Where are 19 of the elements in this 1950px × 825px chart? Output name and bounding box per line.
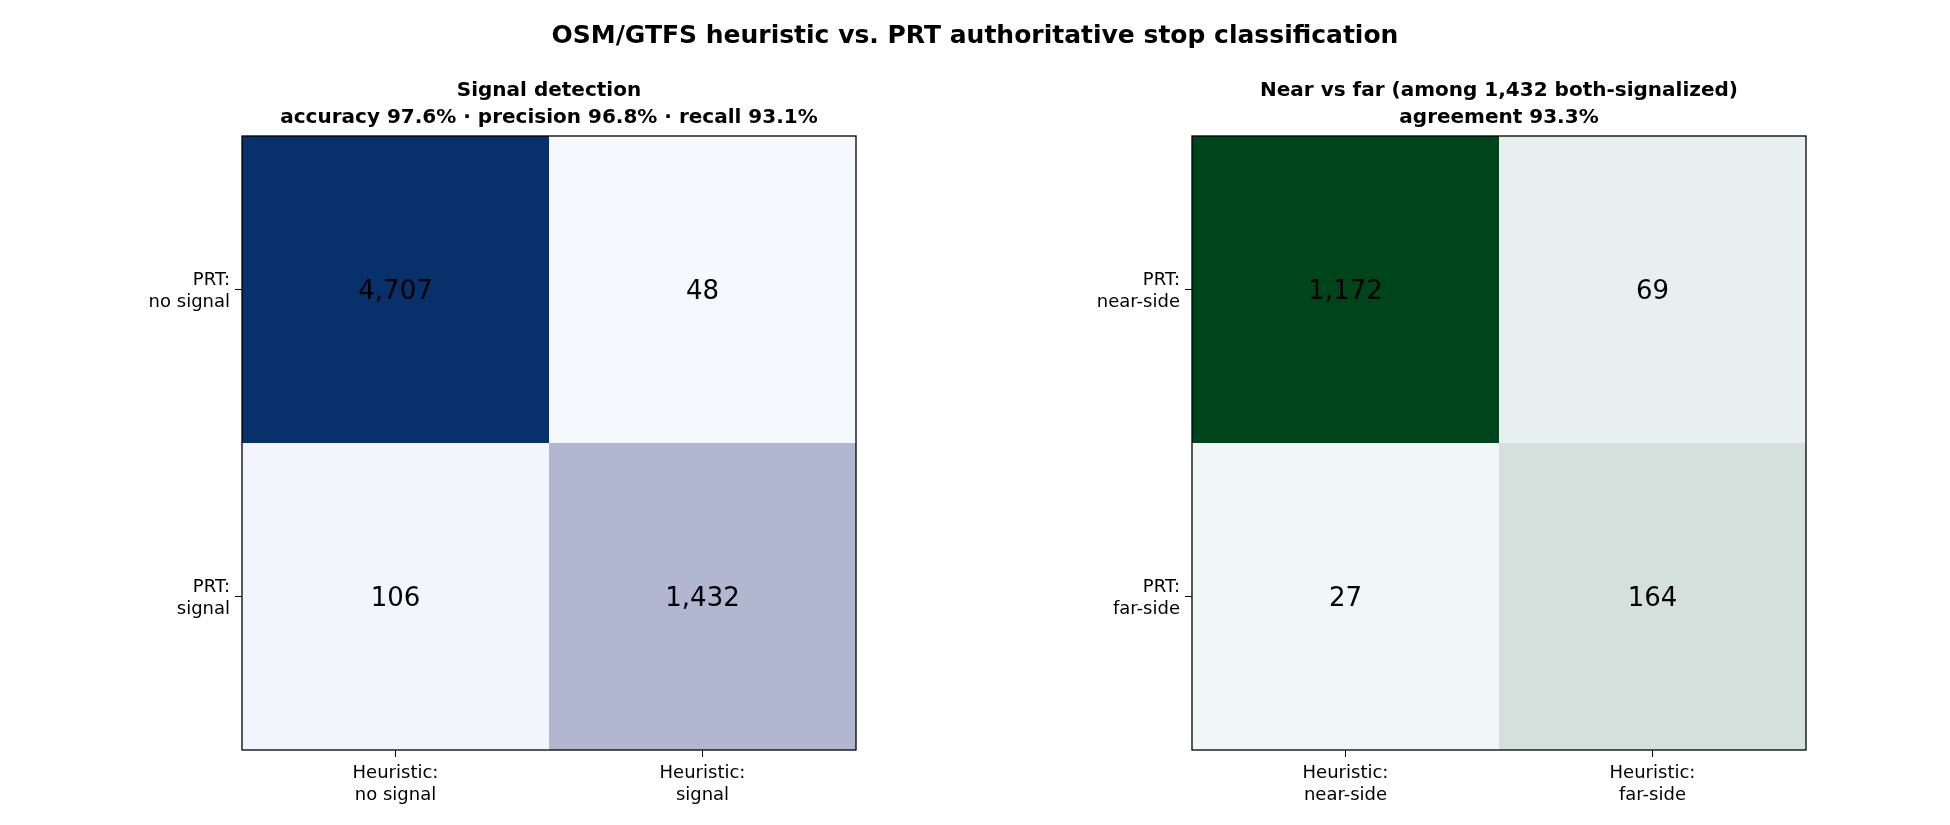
x-tick-label: Heuristic: near-side (1302, 761, 1389, 804)
data-label: 69 (1635, 274, 1670, 305)
chart-subtitle: Signal detection accuracy 97.6% · precision 96.8% · recall 93.1% (280, 77, 818, 128)
text: OSM/GTFS heuristic vs. PRT authoritative stop classification (551, 20, 1399, 49)
data-label: 1,172 (1308, 274, 1383, 305)
y-tick-label: PRT: no signal (148, 267, 230, 311)
y-tick-label: PRT: signal (176, 574, 230, 618)
data-label: 1,432 (665, 581, 740, 612)
data-label: 4,707 (358, 274, 433, 305)
x-tick-label: Heuristic: signal (659, 761, 746, 804)
chart-subtitle: Near vs far (among 1,432 both-signalized) agreement 93.3% (1260, 77, 1738, 128)
x-tick-label: Heuristic: no signal (352, 761, 439, 804)
data-label: 27 (1328, 581, 1363, 612)
y-tick-label: PRT: far-side (1113, 574, 1180, 618)
x-tick-label: Heuristic: far-side (1609, 761, 1696, 804)
data-label: 164 (1627, 581, 1678, 612)
data-label: 106 (370, 581, 421, 612)
y-tick-label: PRT: near-side (1096, 267, 1180, 311)
data-label: 48 (685, 274, 720, 305)
